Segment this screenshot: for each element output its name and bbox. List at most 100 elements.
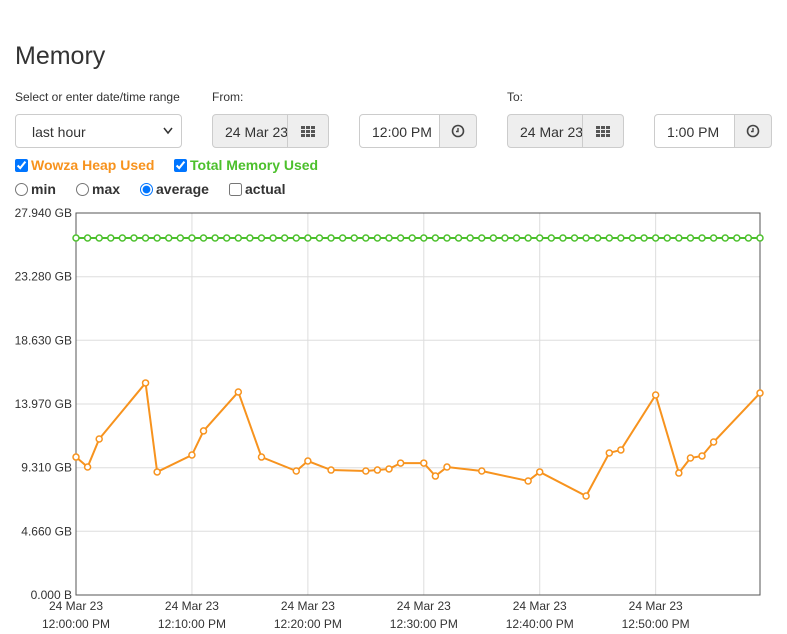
from-date-value: 24 Mar 23 <box>225 124 288 140</box>
clock-icon <box>746 124 760 138</box>
data-point <box>95 234 103 242</box>
data-point <box>408 234 416 242</box>
x-tick-date: 24 Mar 23 <box>49 599 103 613</box>
data-point <box>420 459 428 467</box>
data-point <box>478 234 486 242</box>
page-title: Memory <box>15 42 106 70</box>
data-point <box>675 469 683 477</box>
data-point <box>582 492 590 500</box>
from-clock-button[interactable] <box>439 114 477 148</box>
data-point <box>188 451 196 459</box>
data-point <box>269 234 277 242</box>
data-point <box>512 234 521 242</box>
data-point <box>72 453 80 461</box>
stat-option[interactable]: min <box>15 181 56 197</box>
stat-radio[interactable] <box>15 182 28 196</box>
data-point <box>373 234 382 242</box>
data-point <box>396 459 405 467</box>
data-point <box>524 234 532 242</box>
to-label: To: <box>507 90 524 104</box>
calendar-icon <box>596 125 610 137</box>
range-select[interactable]: last hour <box>15 114 182 148</box>
x-tick-date: 24 Mar 23 <box>165 599 219 613</box>
to-date-input[interactable]: 24 Mar 23 <box>507 114 583 148</box>
y-tick-label: 27.940 GB <box>15 206 72 220</box>
data-point <box>501 234 509 242</box>
data-point <box>420 234 428 242</box>
y-tick-label: 18.630 GB <box>15 333 72 347</box>
data-point <box>466 234 474 242</box>
data-point <box>756 389 764 397</box>
from-calendar-button[interactable] <box>287 114 329 148</box>
series-checkbox[interactable] <box>174 158 187 172</box>
actual-checkbox[interactable] <box>229 182 242 196</box>
data-point <box>593 234 602 242</box>
data-point <box>559 234 567 242</box>
x-tick-date: 24 Mar 23 <box>281 599 335 613</box>
data-point <box>756 234 764 242</box>
data-point <box>605 234 614 242</box>
stat-option[interactable]: max <box>76 181 120 197</box>
stat-radio[interactable] <box>140 182 153 196</box>
to-time-input[interactable]: 1:00 PM <box>654 114 735 148</box>
data-point <box>535 234 544 242</box>
data-point <box>535 468 544 476</box>
data-point <box>582 234 590 242</box>
data-point <box>118 234 127 242</box>
series-line <box>75 380 761 498</box>
x-tick-label: 12:00:00 PM <box>42 617 110 631</box>
data-point <box>709 234 718 242</box>
y-tick-label: 23.280 GB <box>15 270 72 284</box>
stat-radio[interactable] <box>76 182 89 196</box>
data-point <box>698 234 706 242</box>
data-point <box>443 463 451 471</box>
x-tick-label: 12:50:00 PM <box>622 617 690 631</box>
data-point <box>130 234 138 242</box>
y-tick-label: 0.000 B <box>31 588 72 602</box>
data-point <box>362 467 370 475</box>
data-point <box>164 234 173 242</box>
data-point <box>257 234 266 242</box>
series-toggle[interactable]: Wowza Heap Used <box>15 157 154 173</box>
data-point <box>222 234 231 242</box>
calendar-icon <box>301 125 315 137</box>
stat-label: max <box>92 181 121 197</box>
plot-border <box>75 212 761 596</box>
data-point <box>315 234 324 242</box>
series-toggle[interactable]: Total Memory Used <box>174 157 318 173</box>
actual-option[interactable]: actual <box>229 181 285 197</box>
data-point <box>176 234 185 242</box>
from-time-input[interactable]: 12:00 PM <box>359 114 440 148</box>
data-point <box>107 234 115 242</box>
data-point <box>292 234 301 242</box>
x-tick-label: 12:10:00 PM <box>158 617 226 631</box>
data-point <box>95 435 103 443</box>
data-point <box>141 379 150 387</box>
data-point <box>489 234 498 242</box>
actual-label: actual <box>245 181 286 197</box>
clock-icon <box>451 124 465 138</box>
data-point <box>640 234 648 242</box>
data-point <box>651 391 660 399</box>
data-point <box>617 446 625 454</box>
data-point <box>431 472 440 480</box>
data-point <box>617 234 625 242</box>
data-point <box>153 468 161 476</box>
to-clock-button[interactable] <box>734 114 772 148</box>
to-calendar-button[interactable] <box>582 114 624 148</box>
data-point <box>188 234 196 242</box>
series-checkbox[interactable] <box>15 158 28 172</box>
data-point <box>431 234 440 242</box>
data-point <box>362 234 370 242</box>
data-point <box>327 466 335 474</box>
data-point <box>675 234 683 242</box>
stat-option[interactable]: average <box>140 181 209 197</box>
data-point <box>663 234 672 242</box>
from-date-input[interactable]: 24 Mar 23 <box>212 114 288 148</box>
data-point <box>211 234 219 242</box>
data-point <box>443 234 451 242</box>
data-point <box>605 449 614 457</box>
series-name: Total Memory Used <box>190 157 319 173</box>
data-point <box>686 454 695 462</box>
data-point <box>478 467 486 475</box>
